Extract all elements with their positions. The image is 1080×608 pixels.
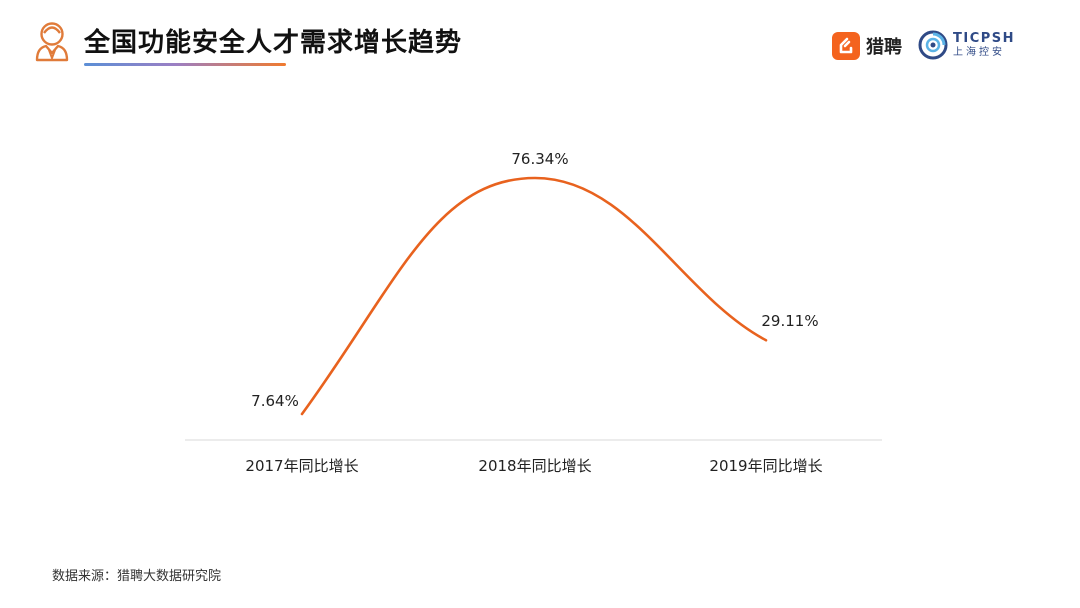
- liepin-name: 猎聘: [866, 37, 902, 58]
- series-line: [300, 176, 768, 416]
- person-icon: [35, 22, 69, 62]
- liepin-brand: 猎聘: [832, 32, 902, 60]
- ticpsh-brand: TICPSH 上海控安: [918, 30, 1015, 60]
- data-label: 7.64%: [251, 392, 299, 410]
- data-label: 76.34%: [511, 150, 568, 168]
- ticpsh-logo-icon: [918, 30, 948, 60]
- liepin-logo-icon: [832, 32, 860, 60]
- title-underline: [84, 63, 286, 66]
- ticpsh-name: TICPSH: [953, 31, 1016, 46]
- x-tick-label: 2017年同比增长: [245, 457, 358, 475]
- ticpsh-subtitle: 上海控安: [953, 47, 1005, 58]
- page-title: 全国功能安全人才需求增长趋势: [84, 28, 463, 58]
- x-tick-label: 2018年同比增长: [478, 457, 591, 475]
- x-tick-label: 2019年同比增长: [709, 457, 822, 475]
- source-note: 数据来源：猎聘大数据研究院: [52, 569, 222, 584]
- data-label: 29.11%: [761, 312, 818, 330]
